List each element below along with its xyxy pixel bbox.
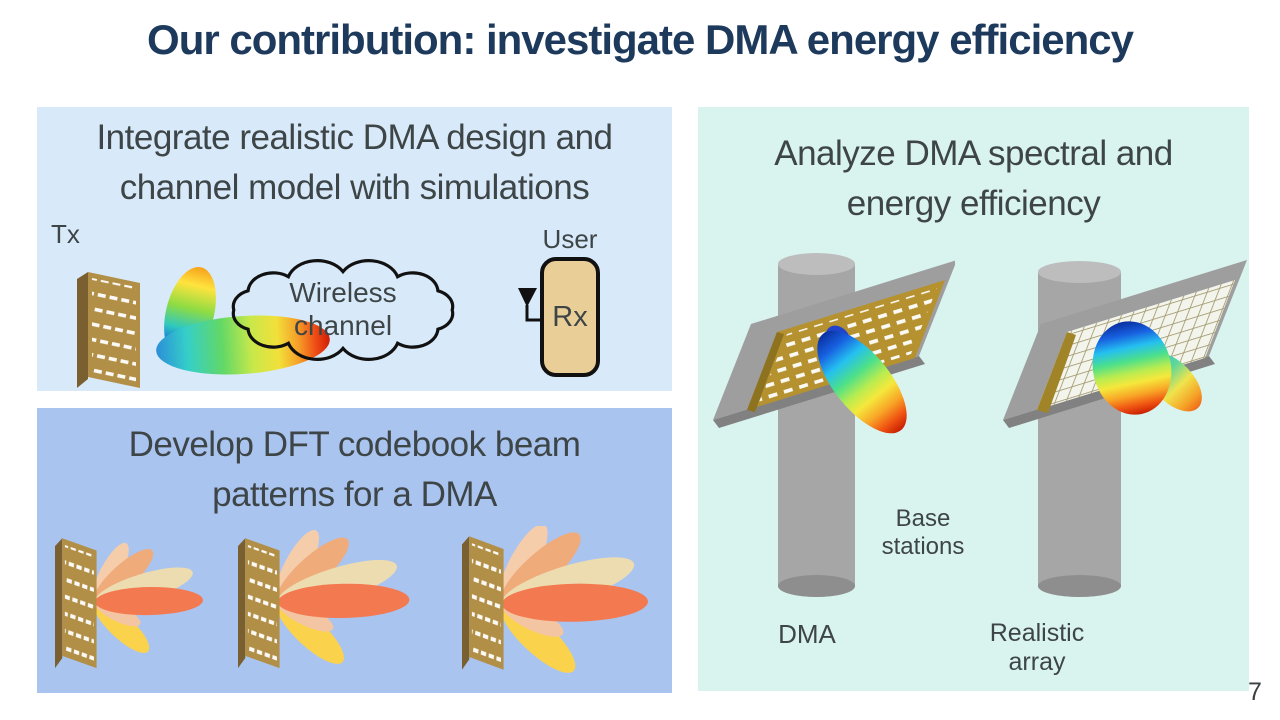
base-station-realistic-graphic: [1003, 260, 1247, 597]
page-number: 7: [1248, 678, 1262, 706]
tx-label: Tx: [51, 219, 80, 249]
dma-beam-graphic: [817, 325, 907, 434]
realistic-array-label: Realistic array: [989, 619, 1085, 676]
base-station-dma-graphic: [713, 253, 955, 597]
rx-label: Rx: [552, 300, 588, 333]
panel-analyze: Analyze DMA spectral and energy efficien…: [698, 107, 1249, 691]
heading-line-1: Integrate realistic DMA design and: [96, 118, 613, 157]
heading-line-2: energy efficiency: [846, 184, 1101, 223]
heading-line-1: Develop DFT codebook beam: [128, 425, 581, 464]
panel-integrate: Integrate realistic DMA design and chann…: [37, 107, 672, 391]
cloud-label-line-1: Wireless: [289, 277, 397, 308]
heading-line-2: patterns for a DMA: [212, 475, 497, 514]
tx-antenna-panel-graphic: [77, 272, 140, 388]
codebook-diagram: [55, 526, 649, 683]
beam-pattern-graphic-3: [462, 526, 649, 683]
base-stations-label: Base stations: [881, 505, 965, 560]
beam-pattern-graphic-2: [238, 526, 410, 673]
panel-analyze-heading: Analyze DMA spectral and energy efficien…: [698, 129, 1249, 229]
integrate-diagram: [77, 207, 541, 388]
rx-device-box: Rx: [540, 257, 600, 377]
cloud-label-line-2: channel: [293, 310, 393, 341]
tx-beam-graphic: [156, 267, 330, 375]
user-label: User: [542, 224, 598, 254]
heading-line-1: Analyze DMA spectral and: [774, 134, 1173, 173]
user-antenna-icon: [518, 288, 541, 322]
panel-integrate-heading: Integrate realistic DMA design and chann…: [37, 113, 672, 213]
page-title: Our contribution: investigate DMA energy…: [147, 16, 1134, 63]
dma-label: DMA: [778, 619, 836, 649]
realistic-beam-graphic: [1092, 321, 1202, 415]
panel-codebook: Develop DFT codebook beam patterns for a…: [37, 408, 672, 693]
wireless-channel-label: Wireless channel: [203, 276, 483, 342]
heading-line-2: channel model with simulations: [119, 168, 590, 207]
panel-codebook-heading: Develop DFT codebook beam patterns for a…: [37, 420, 672, 520]
wireless-channel-cloud: [233, 261, 452, 360]
beam-pattern-graphic-1: [55, 538, 204, 669]
